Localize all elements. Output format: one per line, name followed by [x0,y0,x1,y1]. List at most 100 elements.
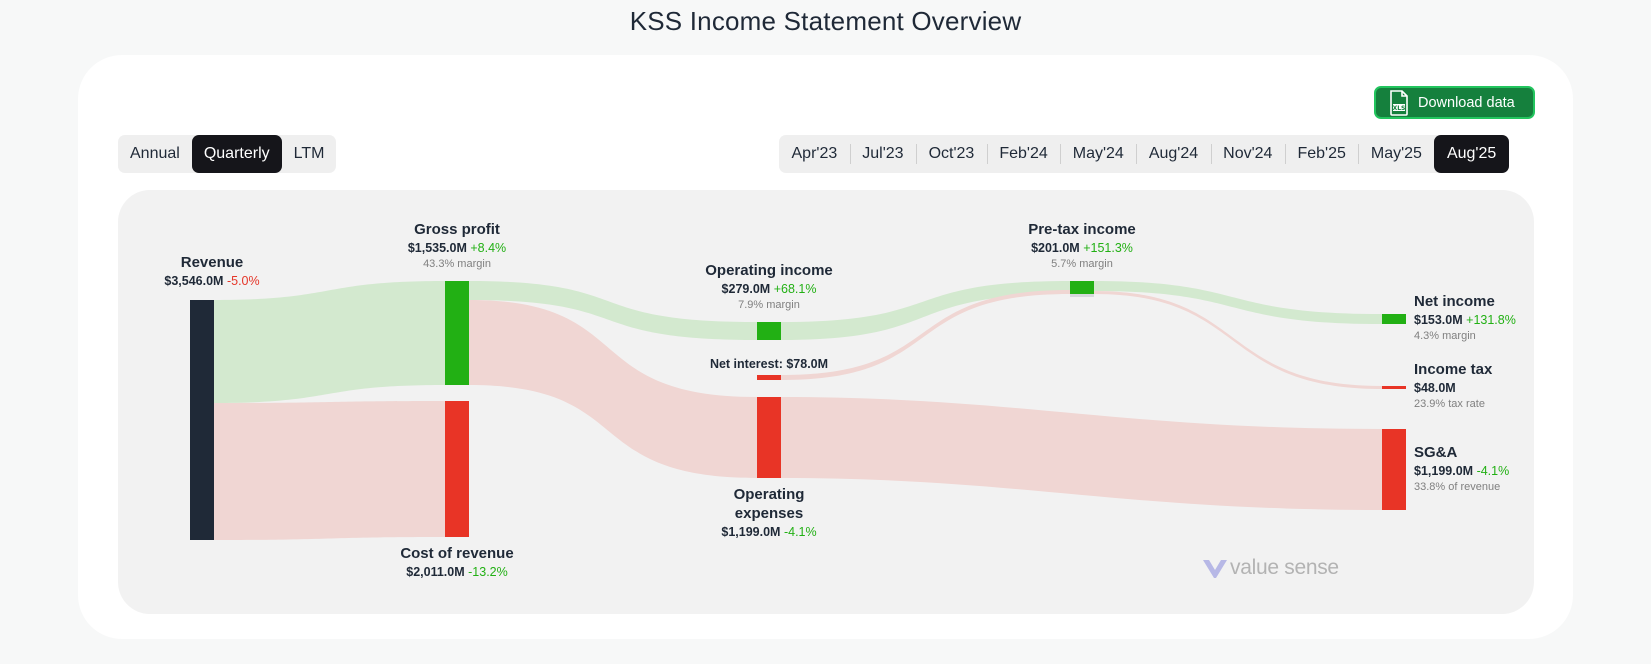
period-tab[interactable]: May'24 [1060,135,1136,173]
label-cost-of-revenue: Cost of revenue $2,011.0M -13.2% [367,544,547,581]
period-label: Aug'25 [1446,145,1497,162]
node-value: $48.0M [1414,381,1456,395]
sankey-diagram [190,281,1406,540]
label-revenue: Revenue $3,546.0M -5.0% [122,253,302,290]
node-name: Gross profit [414,221,500,238]
period-label: Nov'24 [1223,145,1273,162]
node-margin: 7.9% margin [738,299,800,311]
download-data-button[interactable]: XLS Download data [1374,86,1535,119]
period-tab[interactable]: Jul'23 [849,135,916,173]
node-change: -4.1% [783,525,817,539]
node-name: Income tax [1414,361,1493,378]
node-value: $201.0M [1031,241,1080,255]
period-type-quarterly[interactable]: Quarterly [191,135,282,173]
link-pretax-net-income [1094,281,1382,324]
node-gross-profit[interactable] [445,281,469,385]
node-change: +151.3% [1083,241,1133,255]
node-pretax-income[interactable] [1070,281,1094,294]
period-type-label: Annual [130,145,180,162]
link-revenue-gross-profit [214,281,445,403]
node-name: Pre-tax income [1028,221,1136,238]
node-change: -4.1% [1476,464,1510,478]
period-tab-selected[interactable]: Aug'25 [1434,135,1509,173]
svg-text:XLS: XLS [1393,105,1406,112]
label-sga: SG&A $1,199.0M -4.1% 33.8% of revenue [1414,443,1534,494]
node-operating-income[interactable] [757,322,781,340]
value-sense-watermark: value sense [1203,556,1339,580]
period-tab[interactable]: Nov'24 [1210,135,1285,173]
node-name: SG&A [1414,444,1458,461]
xls-file-icon: XLS [1390,89,1408,116]
watermark-text: value sense [1230,556,1339,579]
label-pretax-income: Pre-tax income $201.0M +151.3% 5.7% marg… [982,220,1182,271]
node-operating-expenses[interactable] [757,397,781,478]
period-type-selector: Annual Quarterly LTM [118,135,337,173]
node-name: Net income [1414,293,1495,310]
period-label: May'24 [1072,145,1124,162]
node-margin: 4.3% margin [1414,330,1476,342]
period-tab[interactable]: Feb'25 [1284,135,1358,173]
node-value: $1,535.0M [407,241,467,255]
link-revenue-cost [214,401,445,540]
period-selector: Apr'23 Jul'23 Oct'23 Feb'24 May'24 Aug'2… [779,135,1509,173]
node-change: +131.8% [1466,313,1516,327]
label-income-tax: Income tax $48.0M 23.9% tax rate [1414,360,1534,411]
node-revenue[interactable] [190,300,214,540]
node-change: +8.4% [470,241,507,255]
period-tab[interactable]: Feb'24 [986,135,1060,173]
period-label: Feb'24 [999,145,1048,162]
period-type-annual[interactable]: Annual [118,135,192,173]
period-tab[interactable]: May'25 [1358,135,1434,173]
period-type-label: Quarterly [203,145,270,162]
label-net-interest: Net interest: $78.0M [669,355,869,373]
node-income-tax[interactable] [1382,386,1406,389]
node-name: expenses [734,505,804,522]
node-net-interest[interactable] [757,375,781,380]
period-label: Aug'24 [1148,145,1199,162]
node-name: Net interest: $78.0M [709,357,829,371]
node-value: $1,199.0M [721,525,781,539]
node-value: $153.0M [1414,313,1463,327]
period-tab[interactable]: Apr'23 [779,135,850,173]
label-net-income: Net income $153.0M +131.8% 4.3% margin [1414,292,1534,343]
period-type-ltm[interactable]: LTM [282,135,337,173]
period-tab[interactable]: Aug'24 [1136,135,1210,173]
label-gross-profit: Gross profit $1,535.0M +8.4% 43.3% margi… [367,220,547,271]
download-data-label: Download data [1418,94,1515,111]
node-margin: 43.3% margin [423,258,491,270]
link-operating-income-pretax [781,281,1070,340]
period-label: May'25 [1370,145,1422,162]
period-label: Apr'23 [791,145,838,162]
node-name: Cost of revenue [400,545,514,562]
link-gross-operating-income [469,281,757,340]
node-pretax-income-underline [1070,294,1094,297]
node-value: $279.0M [721,282,771,296]
link-gross-operating-expenses [469,300,757,478]
node-cost-of-revenue[interactable] [445,401,469,537]
period-tab[interactable]: Oct'23 [916,135,987,173]
node-pct-revenue: 33.8% of revenue [1414,481,1501,493]
page-title: KSS Income Statement Overview [629,6,1022,36]
link-net-interest-pretax [781,290,1070,380]
node-value: $2,011.0M [406,565,465,579]
period-label: Jul'23 [862,145,904,162]
link-operating-expenses-sga [781,397,1382,510]
node-value: $1,199.0M [1414,464,1474,478]
node-change: -5.0% [226,274,260,288]
node-name: Revenue [180,254,244,271]
period-label: Oct'23 [928,145,975,162]
value-sense-logo-icon [1203,560,1227,578]
node-net-income[interactable] [1382,314,1406,324]
node-change: -13.2% [468,565,508,579]
node-tax-rate: 23.9% tax rate [1414,398,1485,410]
node-margin: 5.7% margin [1051,258,1113,270]
label-operating-income: Operating income $279.0M +68.1% 7.9% mar… [669,261,869,312]
label-operating-expenses: Operating expenses $1,199.0M -4.1% [669,485,869,541]
node-change: +68.1% [773,282,817,296]
period-type-label: LTM [293,145,325,162]
period-label: Feb'25 [1297,145,1346,162]
node-name: Operating [733,486,805,503]
node-sga[interactable] [1382,429,1406,510]
node-name: Operating income [705,262,833,279]
sankey-chart-panel: Revenue $3,546.0M -5.0% Gross profit $1,… [118,190,1534,614]
